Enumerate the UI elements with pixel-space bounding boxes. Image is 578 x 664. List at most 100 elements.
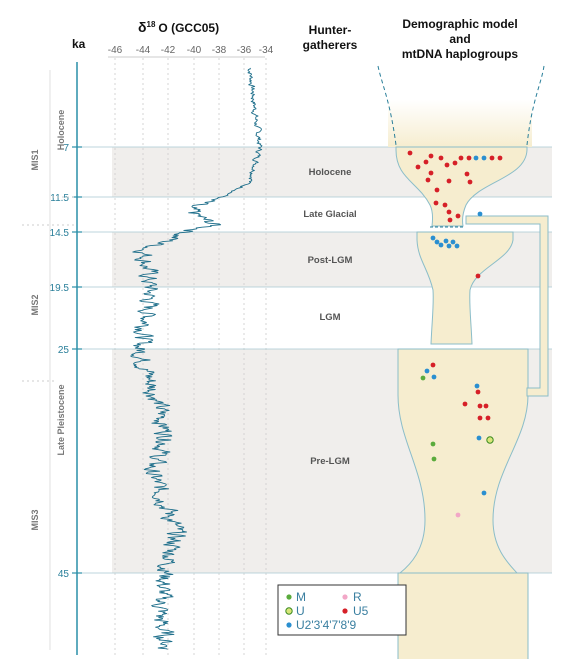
haplo-u5-dot (466, 155, 472, 161)
x-tick-label: -40 (187, 45, 202, 56)
delta-suffix: O (GCC05) (158, 21, 219, 35)
demographic-model (377, 65, 549, 661)
haplo-u-dot (486, 436, 494, 444)
x-tick-label: -44 (136, 45, 151, 56)
delta-sup: 18 (147, 20, 156, 29)
holocene-bulb (395, 146, 528, 227)
delta-prefix: δ (138, 19, 147, 35)
epoch-holocene: Holocene (56, 110, 66, 151)
haplo-u2-dot (481, 155, 487, 161)
haplo-u5-dot (475, 273, 481, 279)
haplo-u2-dot (454, 243, 460, 249)
haplo-u5-dot (462, 401, 468, 407)
x-tick-label: -34 (259, 45, 274, 56)
period-pre-lgm: Pre-LGM (310, 456, 350, 467)
legend-u2-label: U2'3'4'7'8'9 (296, 618, 356, 632)
haplo-u2-dot (446, 243, 452, 249)
haplo-u2-dot (424, 368, 430, 374)
haplo-u2-dot (474, 383, 480, 389)
haplo-u5-dot (446, 209, 452, 215)
epoch-late-pleistocene: Late Pleistocene (56, 384, 66, 455)
haplo-u5-dot (430, 362, 436, 368)
haplo-u5-dot (458, 155, 464, 161)
haplo-u2-dot (434, 239, 440, 245)
top-fade (388, 100, 532, 147)
haplo-u5-dot (425, 177, 431, 183)
legend-box (277, 584, 407, 636)
haplo-u5-dot (446, 178, 452, 184)
haplo-u2-dot (473, 155, 479, 161)
haplo-u5-dot (489, 155, 495, 161)
haplo-r-dot (455, 512, 461, 518)
haplo-u5-dot (434, 187, 440, 193)
ka-axis-ticks: 7 11.5 14.5 19.5 25 45 (50, 143, 82, 580)
haplogroup-dots (407, 150, 503, 518)
haplo-u5-dot (428, 153, 434, 159)
haplo-u5-dot (452, 160, 458, 166)
haplo-u5-dot (442, 202, 448, 208)
migration-connector (465, 215, 549, 397)
ka-tick-label: 7 (63, 143, 69, 154)
haplo-u2-dot (450, 239, 456, 245)
ka-tick-label: 11.5 (50, 193, 69, 204)
haplo-u5-dot (485, 415, 491, 421)
legend-u-dot (285, 607, 293, 615)
haplo-u5-dot (455, 213, 461, 219)
haplo-u5-dot (428, 170, 434, 176)
haplo-u5-dot (497, 155, 503, 161)
hunter-header-1: Hunter- (309, 23, 352, 37)
haplo-m-dot (430, 441, 436, 447)
ka-tick-label: 45 (58, 569, 70, 580)
legend-u5-dot (342, 608, 348, 614)
haplo-u5-dot (477, 415, 483, 421)
legend: M R U U5 U2'3'4'7'8'9 (277, 584, 407, 636)
x-axis-ticks: -46 -44 -42 -40 -38 -36 -34 (108, 45, 274, 56)
legend-u5-label: U5 (353, 604, 369, 618)
demo-header-2: and (449, 32, 470, 46)
period-post-lgm: Post-LGM (308, 255, 353, 266)
legend-m-dot (286, 594, 292, 600)
delta-title: δ18 O (GCC05) (138, 19, 219, 35)
legend-r-label: R (353, 590, 362, 604)
demo-header-1: Demographic model (402, 17, 517, 31)
haplo-u5-dot (407, 150, 413, 156)
x-tick-label: -46 (108, 45, 123, 56)
stage-mis2: MIS2 (30, 294, 40, 315)
haplo-u5-dot (467, 179, 473, 185)
period-holocene: Holocene (309, 167, 352, 178)
haplo-u2-dot (438, 242, 444, 248)
stage-mis3: MIS3 (30, 509, 40, 530)
hunter-header-2: gatherers (303, 38, 358, 52)
bottom-bottle (397, 572, 529, 661)
top-dashed-left (377, 65, 397, 146)
haplo-u2-dot (481, 490, 487, 496)
haplo-u5-dot (464, 171, 470, 177)
legend-r-dot (342, 594, 348, 600)
legend-u2-dot (286, 622, 292, 628)
legend-m-label: M (296, 590, 306, 604)
x-tick-label: -42 (161, 45, 176, 56)
legend-u-label: U (296, 604, 305, 618)
post-lgm-bulb (416, 231, 514, 345)
haplo-u2-dot (443, 238, 449, 244)
demo-header-3: mtDNA haplogroups (402, 47, 519, 61)
period-late-glacial: Late Glacial (303, 209, 356, 220)
stage-mis1: MIS1 (30, 149, 40, 170)
haplo-u2-dot (431, 374, 437, 380)
top-dashed-right (526, 65, 545, 146)
ka-tick-label: 19.5 (50, 283, 70, 294)
haplo-u5-dot (423, 159, 429, 165)
haplo-u2-dot (477, 211, 483, 217)
haplo-u5-dot (447, 217, 453, 223)
haplo-u2-dot (476, 435, 482, 441)
x-tick-label: -38 (212, 45, 227, 56)
x-tick-label: -36 (237, 45, 252, 56)
period-lgm: LGM (319, 312, 340, 323)
ka-axis-label: ka (72, 37, 86, 51)
haplo-u5-dot (475, 389, 481, 395)
haplo-u5-dot (483, 403, 489, 409)
haplo-m-dot (431, 456, 437, 462)
haplo-u2-dot (430, 235, 436, 241)
